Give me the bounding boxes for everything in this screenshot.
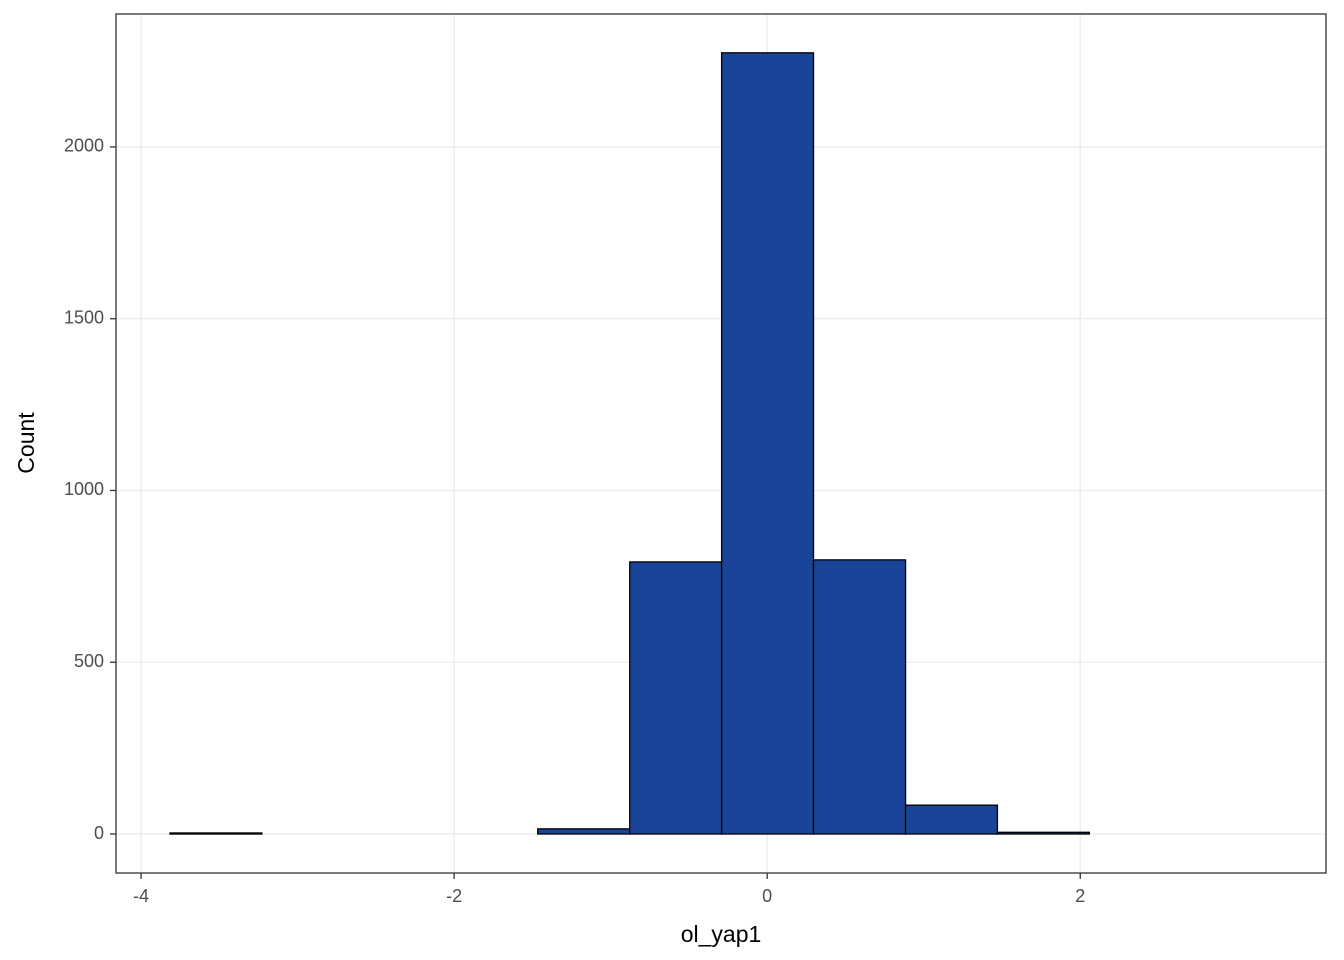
bar bbox=[537, 828, 631, 835]
y-tick-label: 500 bbox=[74, 651, 104, 671]
bar bbox=[812, 559, 907, 835]
bar bbox=[169, 832, 263, 835]
bar bbox=[629, 561, 723, 835]
x-tick-label: -2 bbox=[446, 886, 462, 906]
y-tick-label: 1000 bbox=[64, 479, 104, 499]
plot-border bbox=[115, 13, 1327, 874]
x-axis-label: ol_yap1 bbox=[681, 921, 762, 947]
y-tick-label: 1500 bbox=[64, 307, 104, 327]
x-tick-label: -4 bbox=[133, 886, 149, 906]
x-tick-label: 0 bbox=[762, 886, 772, 906]
bar bbox=[720, 52, 815, 835]
y-axis-label: Count bbox=[13, 412, 39, 474]
y-tick-label: 2000 bbox=[64, 136, 104, 156]
x-tick-label: 2 bbox=[1075, 886, 1085, 906]
y-tick-label: 0 bbox=[94, 823, 104, 843]
bar bbox=[904, 804, 999, 835]
bar bbox=[996, 831, 1090, 835]
